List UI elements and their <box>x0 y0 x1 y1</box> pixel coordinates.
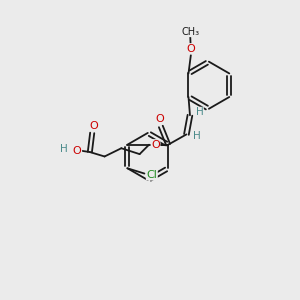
Text: O: O <box>151 140 160 150</box>
Text: CH₃: CH₃ <box>181 27 199 37</box>
Text: H: H <box>193 131 201 141</box>
Text: O: O <box>155 114 164 124</box>
Text: Cl: Cl <box>146 170 157 180</box>
Text: H: H <box>196 107 203 117</box>
Text: H: H <box>60 144 68 154</box>
Text: O: O <box>89 121 98 130</box>
Text: O: O <box>73 146 82 156</box>
Text: O: O <box>187 44 195 54</box>
